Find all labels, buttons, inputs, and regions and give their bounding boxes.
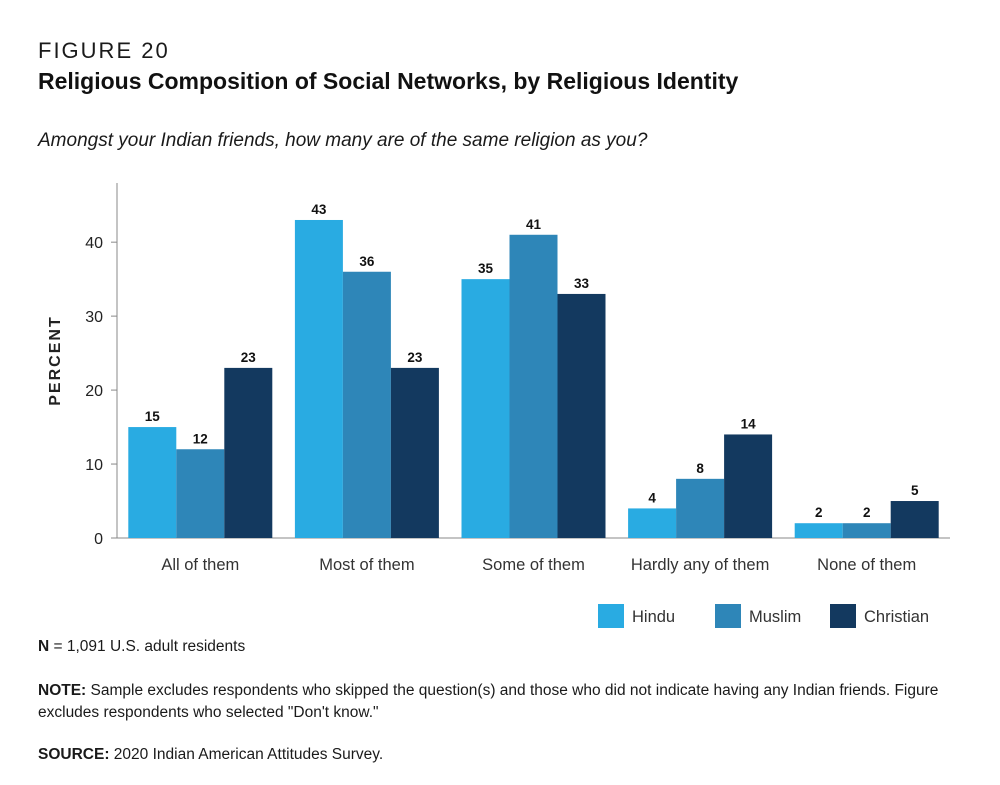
- bar-christian: [557, 293, 606, 538]
- legend-swatch-hindu: [598, 604, 624, 628]
- bar-christian: [724, 434, 773, 538]
- x-tick-label: Some of them: [482, 556, 585, 574]
- legend-swatch-muslim: [715, 604, 741, 628]
- data-label: 41: [526, 217, 542, 232]
- y-tick-label: 40: [85, 235, 103, 252]
- bar-muslim: [342, 271, 391, 538]
- figure-label: FIGURE 20: [38, 38, 170, 63]
- data-label: 2: [863, 505, 871, 520]
- data-label: 23: [407, 350, 423, 365]
- y-axis-label: PERCENT: [47, 315, 64, 405]
- data-label: 36: [359, 254, 375, 269]
- bar-hindu: [628, 508, 677, 538]
- data-label: 33: [574, 276, 590, 291]
- bar-christian: [224, 367, 273, 538]
- data-label: 8: [696, 461, 704, 476]
- chart-title: Religious Composition of Social Networks…: [38, 68, 739, 94]
- y-tick-label: 10: [85, 457, 103, 474]
- chart-subtitle: Amongst your Indian friends, how many ar…: [38, 130, 648, 151]
- data-label: 14: [741, 416, 757, 431]
- data-label: 4: [648, 490, 656, 505]
- bar-muslim: [676, 478, 725, 538]
- legend-swatch-christian: [830, 604, 856, 628]
- data-label: 23: [241, 350, 257, 365]
- y-tick-label: 0: [94, 531, 103, 548]
- y-tick-label: 30: [85, 309, 103, 326]
- sample-size-note: N = 1,091 U.S. adult residents: [38, 636, 245, 658]
- n-label: N: [38, 638, 50, 655]
- data-label: 35: [478, 261, 494, 276]
- bar-christian: [890, 501, 939, 538]
- bar-hindu: [461, 279, 510, 538]
- data-label: 5: [911, 483, 919, 498]
- bar-chart: 0 10 20 30 40 PERCENT 15 12 23 All of them 43 36 23 M…: [47, 183, 950, 628]
- bar-christian: [390, 367, 439, 538]
- data-label: 12: [193, 431, 208, 446]
- n-text: = 1,091 U.S. adult residents: [49, 638, 246, 655]
- legend-label: Christian: [864, 608, 929, 626]
- note-text: Sample excludes respondents who skipped …: [38, 682, 939, 721]
- x-tick-label: Hardly any of them: [631, 556, 769, 574]
- source-note: SOURCE: 2020 Indian American Attitudes S…: [38, 744, 383, 766]
- x-tick-label: None of them: [817, 556, 916, 574]
- x-tick-label: All of them: [161, 556, 239, 574]
- note: NOTE: Sample excludes respondents who sk…: [38, 680, 978, 724]
- source-label: SOURCE:: [38, 746, 110, 763]
- bar-muslim: [842, 523, 891, 538]
- legend-label: Muslim: [749, 608, 801, 626]
- bar-muslim: [509, 234, 558, 539]
- bar-muslim: [176, 449, 225, 538]
- x-tick-label: Most of them: [319, 556, 414, 574]
- bar-hindu: [128, 427, 177, 538]
- bar-hindu: [794, 523, 843, 538]
- bar-hindu: [294, 219, 343, 538]
- y-tick-label: 20: [85, 383, 103, 400]
- data-label: 43: [311, 202, 327, 217]
- data-label: 2: [815, 505, 823, 520]
- data-label: 15: [145, 409, 161, 424]
- note-label: NOTE:: [38, 682, 87, 699]
- legend-label: Hindu: [632, 608, 675, 626]
- source-text: 2020 Indian American Attitudes Survey.: [109, 746, 384, 763]
